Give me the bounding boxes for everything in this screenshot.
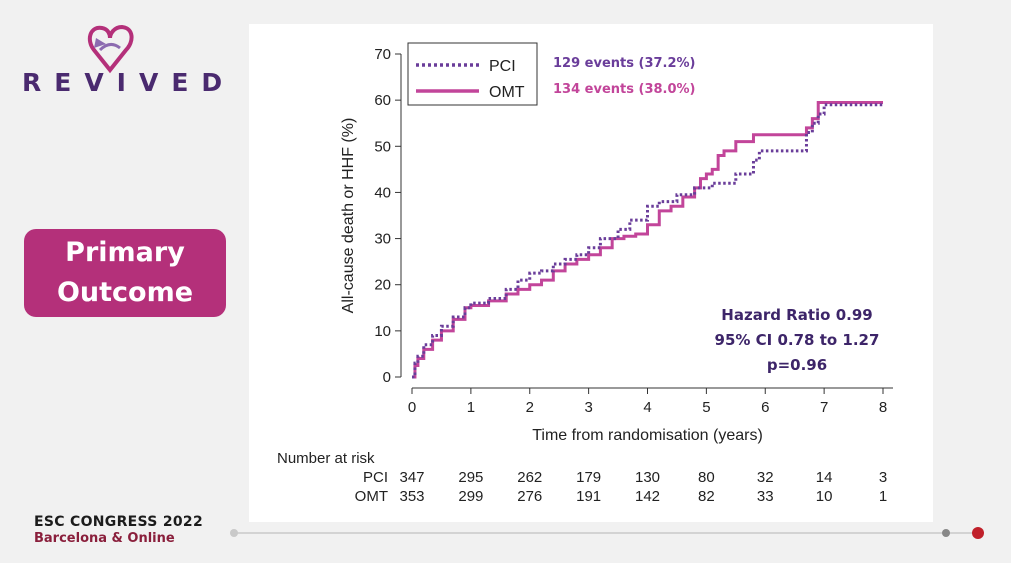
congress-title: ESC CONGRESS 2022 <box>34 514 203 530</box>
risk-cell: 32 <box>757 469 774 486</box>
risk-cell: 82 <box>698 488 715 505</box>
legend-label-omt: OMT <box>489 84 525 101</box>
events-label-pci: 129 events (37.2%) <box>553 56 696 71</box>
x-tick-label: 7 <box>820 399 828 416</box>
risk-row-label: OMT <box>355 488 388 505</box>
risk-row-label: PCI <box>363 469 388 486</box>
risk-cell: 191 <box>576 488 601 505</box>
y-tick-label: 60 <box>374 92 391 109</box>
y-axis-label: All-cause death or HHF (%) <box>340 118 357 314</box>
risk-table-title: Number at risk <box>277 450 375 467</box>
x-tick-label: 3 <box>584 399 592 416</box>
x-axis-label: Time from randomisation (years) <box>532 427 763 444</box>
x-tick-label: 0 <box>408 399 416 416</box>
progress-end-dot <box>972 527 984 539</box>
risk-cell: 295 <box>458 469 483 486</box>
y-tick-label: 40 <box>374 184 391 201</box>
x-tick-label: 1 <box>467 399 475 416</box>
risk-cell: 1 <box>879 488 887 505</box>
risk-cell: 353 <box>399 488 424 505</box>
x-tick-label: 8 <box>879 399 887 416</box>
y-tick-label: 70 <box>374 46 391 63</box>
risk-cell: 80 <box>698 469 715 486</box>
x-tick-label: 2 <box>526 399 534 416</box>
risk-cell: 14 <box>816 469 833 486</box>
y-tick-label: 50 <box>374 138 391 155</box>
hazard-ratio-line-1: Hazard Ratio 0.99 <box>721 306 872 324</box>
risk-cell: 130 <box>635 469 660 486</box>
hazard-ratio-line-3: p=0.96 <box>767 356 827 374</box>
congress-subtitle: Barcelona & Online <box>34 531 175 546</box>
primary-outcome-label: Primary Outcome <box>24 229 226 317</box>
outcome-line-1: Primary <box>65 237 185 268</box>
x-tick-label: 4 <box>643 399 651 416</box>
series-line-pci <box>412 103 883 379</box>
heart-logo-icon <box>87 24 134 74</box>
outcome-line-2: Outcome <box>56 277 194 308</box>
risk-cell: 179 <box>576 469 601 486</box>
risk-cell: 142 <box>635 488 660 505</box>
revived-logo: REVIVED <box>22 22 242 97</box>
risk-cell: 10 <box>816 488 833 505</box>
progress-current-dot <box>942 529 950 537</box>
risk-cell: 299 <box>458 488 483 505</box>
risk-cell: 276 <box>517 488 542 505</box>
risk-cell: 3 <box>879 469 887 486</box>
chart-card: 0 10 20 30 40 50 60 70 0 1 2 3 4 5 6 7 8 Time from random… <box>249 24 933 522</box>
risk-cell: 262 <box>517 469 542 486</box>
legend-label-pci: PCI <box>489 58 516 75</box>
km-chart: 0 10 20 30 40 50 60 70 0 1 2 3 4 5 6 7 8 Time from random… <box>277 42 893 505</box>
y-tick-label: 0 <box>383 369 391 386</box>
progress-start-dot <box>230 529 238 537</box>
risk-cell: 33 <box>757 488 774 505</box>
logo-text: REVIVED <box>22 68 236 97</box>
risk-cell: 347 <box>399 469 424 486</box>
y-tick-label: 30 <box>374 231 391 248</box>
legend-box <box>407 42 538 106</box>
series-line-omt <box>412 100 883 379</box>
hazard-ratio-line-2: 95% CI 0.78 to 1.27 <box>715 331 880 349</box>
slide-progress-bar <box>230 527 984 539</box>
events-label-omt: 134 events (38.0%) <box>553 82 696 97</box>
y-tick-label: 20 <box>374 277 391 294</box>
x-tick-label: 5 <box>702 399 710 416</box>
y-tick-label: 10 <box>374 323 391 340</box>
x-tick-label: 6 <box>761 399 769 416</box>
